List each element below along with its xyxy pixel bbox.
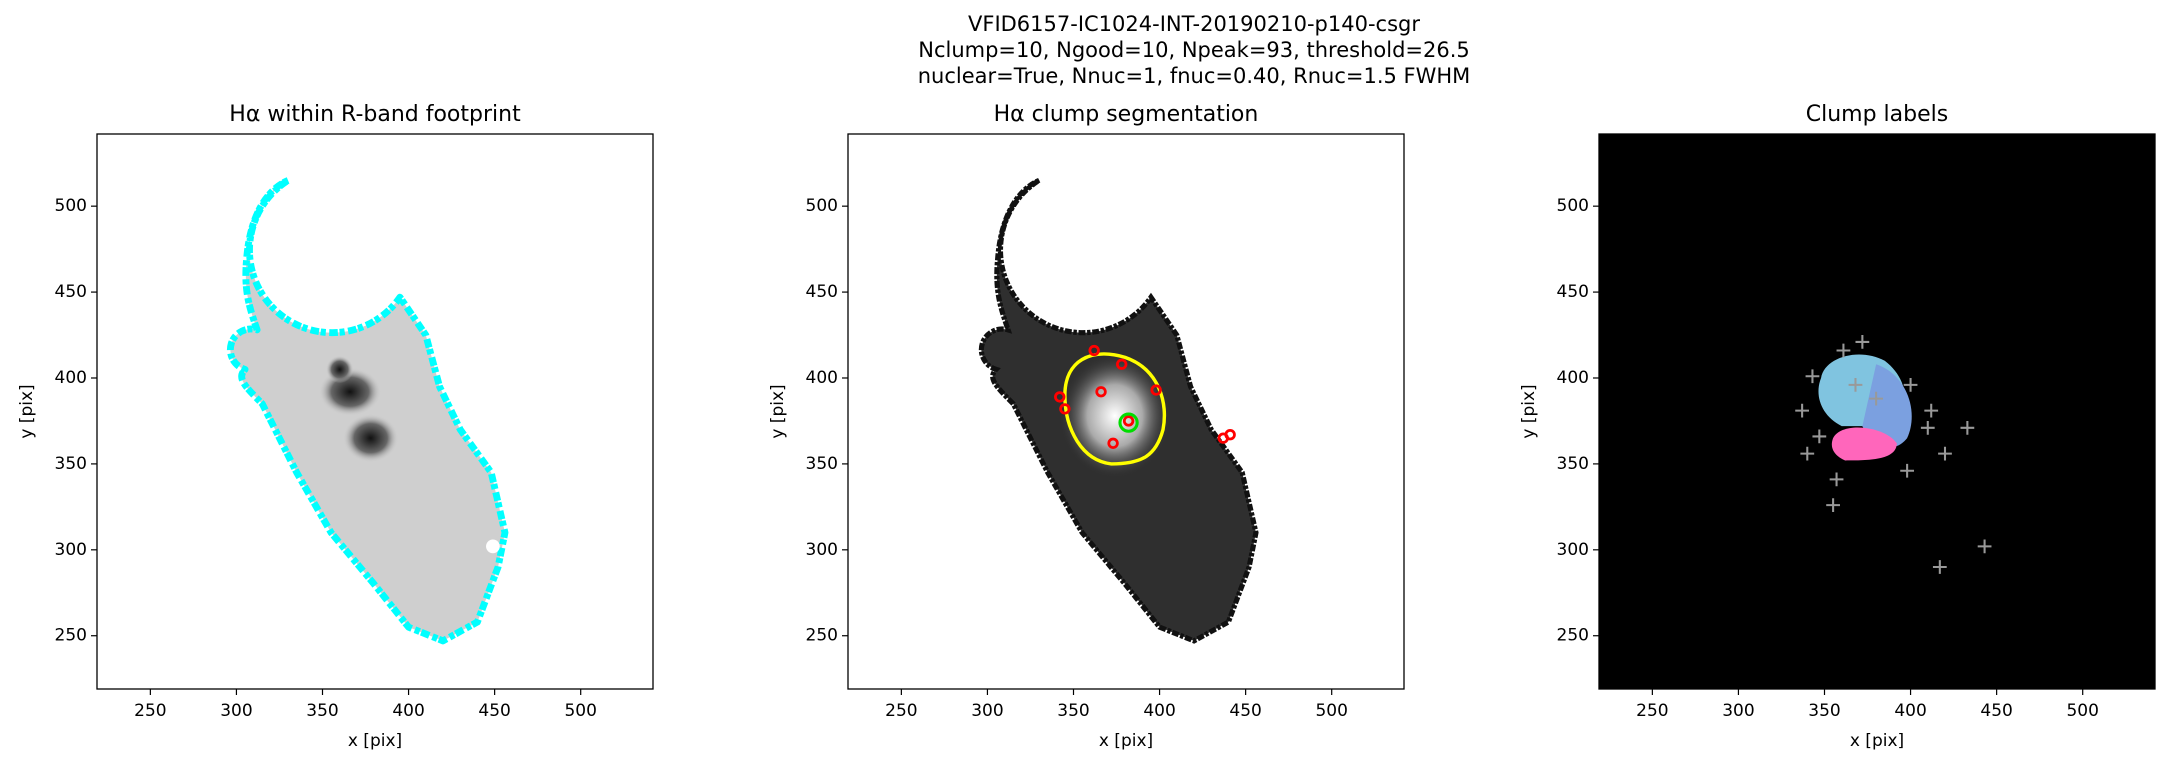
y-tick-label: 250 — [55, 626, 87, 646]
y-tick-label: 350 — [55, 454, 87, 474]
x-tick-label: 350 — [1808, 701, 1840, 721]
y-tick-label: 400 — [1557, 368, 1589, 388]
x-tick-label: 250 — [1636, 701, 1668, 721]
y-tick-label: 250 — [806, 626, 838, 646]
y-tick-label: 400 — [806, 368, 838, 388]
x-tick-label: 500 — [564, 701, 596, 721]
y-tick-label: 250 — [1557, 626, 1589, 646]
x-tick-label: 400 — [1143, 701, 1175, 721]
x-tick-label: 300 — [971, 701, 1003, 721]
x-tick-label: 400 — [392, 701, 424, 721]
panel-title: Hα clump segmentation — [994, 102, 1259, 127]
y-axis-label: y [pix] — [768, 384, 788, 438]
figure-title: nuclear=True, Nnuc=1, fnuc=0.40, Rnuc=1.… — [918, 64, 1471, 88]
panel-title: Hα within R-band footprint — [229, 102, 521, 127]
y-tick-label: 450 — [806, 282, 838, 302]
x-axis-label: x [pix] — [1099, 731, 1153, 751]
axes-frame — [96, 133, 654, 690]
x-tick-label: 450 — [478, 701, 510, 721]
image — [848, 134, 1404, 689]
y-tick-label: 500 — [806, 196, 838, 216]
panel-title: Clump labels — [1806, 102, 1948, 127]
x-tick-label: 250 — [134, 701, 166, 721]
y-axis-label: y [pix] — [17, 384, 37, 438]
image — [97, 134, 653, 689]
y-tick-label: 300 — [55, 540, 87, 560]
y-tick-label: 450 — [55, 282, 87, 302]
y-axis-label: y [pix] — [1519, 384, 1539, 438]
y-tick-label: 350 — [806, 454, 838, 474]
y-tick-label: 300 — [806, 540, 838, 560]
y-tick-label: 350 — [1557, 454, 1589, 474]
x-tick-label: 500 — [1315, 701, 1347, 721]
x-tick-label: 450 — [1229, 701, 1261, 721]
x-tick-label: 500 — [2066, 701, 2098, 721]
x-tick-label: 250 — [885, 701, 917, 721]
x-axis-label: x [pix] — [348, 731, 402, 751]
x-tick-label: 450 — [1980, 701, 2012, 721]
y-tick-label: 300 — [1557, 540, 1589, 560]
figure-title: Nclump=10, Ngood=10, Npeak=93, threshold… — [918, 38, 1470, 62]
image — [1599, 134, 2155, 689]
y-tick-label: 400 — [55, 368, 87, 388]
x-tick-label: 300 — [1722, 701, 1754, 721]
y-tick-label: 500 — [1557, 196, 1589, 216]
axes-frame — [847, 133, 1405, 690]
x-tick-label: 300 — [220, 701, 252, 721]
figure-title: VFID6157-IC1024-INT-20190210-p140-csgr — [968, 12, 1420, 36]
x-tick-label: 350 — [1057, 701, 1089, 721]
x-axis-label: x [pix] — [1850, 731, 1904, 751]
y-tick-label: 450 — [1557, 282, 1589, 302]
y-tick-label: 500 — [55, 196, 87, 216]
x-tick-label: 400 — [1894, 701, 1926, 721]
x-tick-label: 350 — [306, 701, 338, 721]
axes-frame — [1598, 133, 2156, 690]
